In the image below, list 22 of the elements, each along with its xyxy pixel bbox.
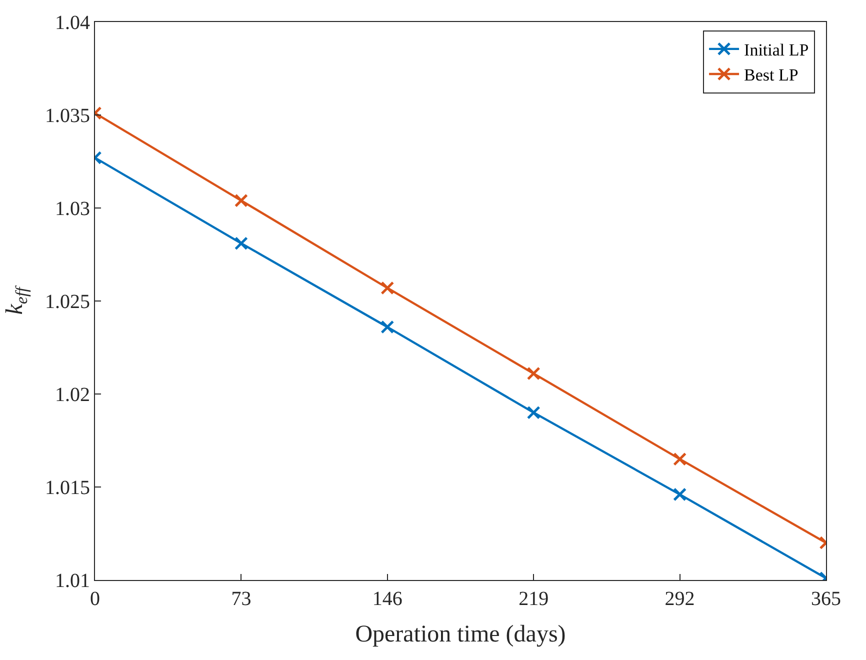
legend-label: Initial LP [744,40,809,60]
point [526,366,540,380]
y-tick-label: 1.015 [45,477,90,499]
y-tick-label: 1.01 [55,570,90,592]
point [673,488,687,502]
x-axis-title: Operation time (days) [355,621,566,648]
y-tick-label: 1.025 [45,291,90,313]
point [380,320,394,334]
x-tick-label: 365 [811,588,841,610]
point [380,281,394,295]
y-tick-label: 1.035 [45,105,90,127]
y-tick-label: 1.02 [55,384,90,406]
x-tick-label: 219 [518,588,549,610]
x-tick-label: 146 [372,588,402,610]
point [673,452,687,466]
x-tick-label: 0 [90,588,100,610]
y-tick-label: 1.04 [55,12,90,34]
legend-label: Best LP [744,66,798,85]
x-tick-label: 73 [231,588,252,610]
x-tick-label: 292 [664,588,695,610]
point [526,406,540,420]
y-tick-label: 1.03 [55,198,90,220]
